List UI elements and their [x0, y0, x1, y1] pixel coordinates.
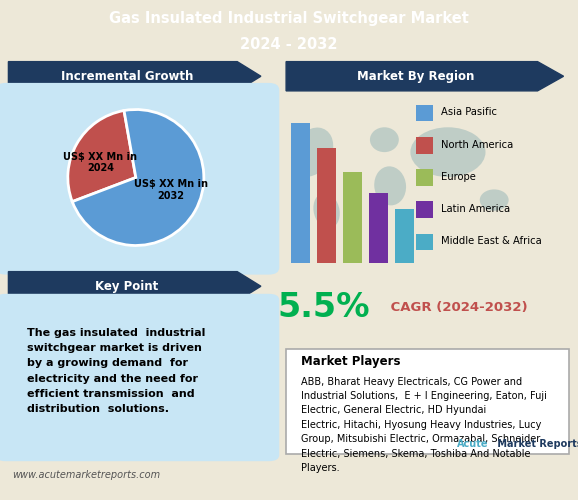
Ellipse shape [410, 128, 486, 177]
Bar [343, 172, 362, 262]
Text: US$ XX Mn in
2024: US$ XX Mn in 2024 [64, 152, 138, 174]
Wedge shape [68, 110, 136, 202]
Ellipse shape [480, 190, 509, 210]
Text: North America: North America [441, 140, 513, 149]
Text: Gas Insulated Industrial Switchgear Market: Gas Insulated Industrial Switchgear Mark… [109, 11, 469, 26]
Text: Europe: Europe [441, 172, 476, 181]
Text: Key Point: Key Point [95, 280, 158, 292]
Text: US$ XX Mn in
2032: US$ XX Mn in 2032 [134, 179, 208, 201]
Polygon shape [286, 62, 564, 91]
Text: CAGR (2024-2032): CAGR (2024-2032) [386, 300, 528, 314]
Text: ABB, Bharat Heavy Electricals, CG Power and
Industrial Solutions,  E + I Enginee: ABB, Bharat Heavy Electricals, CG Power … [301, 376, 546, 473]
Text: www.acutemarketreports.com: www.acutemarketreports.com [13, 470, 161, 480]
Text: Incremental Growth: Incremental Growth [61, 70, 193, 82]
Polygon shape [9, 62, 261, 91]
Bar [317, 148, 336, 262]
Ellipse shape [374, 166, 406, 205]
Bar [416, 234, 434, 250]
Bar [416, 105, 434, 122]
Text: Latin America: Latin America [441, 204, 510, 214]
FancyBboxPatch shape [0, 83, 279, 274]
Ellipse shape [291, 128, 334, 176]
Text: Market Players: Market Players [301, 355, 400, 368]
Bar [291, 122, 310, 262]
Text: 5.5%: 5.5% [277, 290, 370, 324]
Wedge shape [72, 110, 204, 246]
FancyBboxPatch shape [286, 348, 569, 454]
Text: The gas insulated  industrial
switchgear market is driven
by a growing demand  f: The gas insulated industrial switchgear … [27, 328, 205, 414]
Text: Market Reports: Market Reports [494, 438, 578, 448]
Bar [416, 137, 434, 154]
Text: Market By Region: Market By Region [357, 70, 475, 82]
Bar [369, 192, 388, 262]
Bar [395, 210, 414, 262]
Ellipse shape [370, 128, 399, 152]
Bar [416, 202, 434, 218]
Text: Acute: Acute [457, 438, 488, 448]
Text: Asia Pasific: Asia Pasific [441, 108, 497, 118]
Polygon shape [9, 272, 261, 301]
Text: 2024 - 2032: 2024 - 2032 [240, 38, 338, 52]
Bar [416, 170, 434, 186]
Text: Middle East & Africa: Middle East & Africa [441, 236, 542, 246]
FancyBboxPatch shape [0, 294, 279, 461]
Ellipse shape [313, 193, 340, 228]
